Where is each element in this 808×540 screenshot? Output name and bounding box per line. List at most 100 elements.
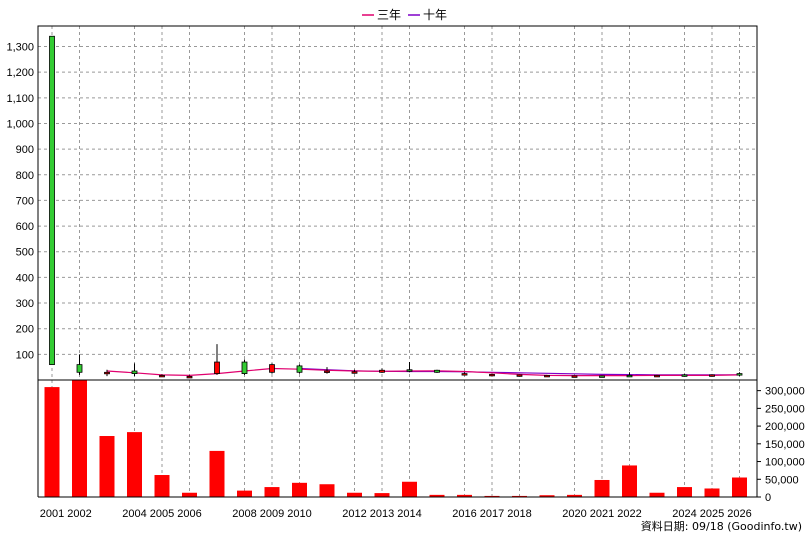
volume-bar [402,481,417,497]
candle [434,369,440,373]
volume-bar [567,494,582,497]
candle [571,375,578,378]
candle-body [571,375,578,378]
volume-axis-ticks: 0 50,000 100,000 150,000 200,000 250,000 300,0… [757,386,805,504]
price-tick-label: 1,300 [6,42,34,54]
price-axis-ticks: 100 200 300 400 500 600 700 800 900 1,000 1,100 1,2… [6,42,34,362]
candle-body [241,361,248,374]
year-tick-label: 2020 [562,508,586,520]
candle [104,369,110,377]
candle [324,367,330,374]
volume-bar [292,482,307,497]
candle-body [544,374,550,378]
candle-body [599,375,605,378]
price-tick-label: 800 [16,170,34,182]
volume-bar [649,492,665,497]
candle [599,375,605,378]
year-tick-label: 2002 [67,508,91,520]
ma3-line [106,367,740,377]
candle [461,372,468,376]
candle [626,372,633,378]
candle [544,374,550,378]
candle-body [296,365,303,373]
candle-body [461,373,468,376]
legend-label-10yr: 十年 [423,8,447,22]
volume-bar [154,475,170,497]
year-tick-label: 2016 [452,508,476,520]
candle-body [104,371,110,375]
year-tick-label: 2001 [40,508,64,520]
volume-tick-label: 200,000 [765,421,805,433]
year-tick-label: 2009 [260,508,284,520]
candle [736,372,743,377]
candle-body [489,373,495,377]
year-tick-label: 2021 [590,508,614,520]
candle-body [186,376,193,379]
price-tick-label: 600 [16,221,34,233]
volume-tick-label: 300,000 [765,386,805,398]
volume-bar [457,494,472,497]
candle [76,354,83,375]
year-tick-label: 2025 [700,508,724,520]
volume-tick-label: 50,000 [765,474,799,486]
candle-body [214,361,220,374]
price-tick-label: 1,100 [6,93,34,105]
year-tick-label: 2006 [177,508,201,520]
volume-bar [237,490,252,497]
candlesticks [49,35,743,379]
volume-tick-label: 100,000 [765,457,805,469]
volume-bar [539,495,555,497]
year-axis-ticks: 2001 2002 2004 2005 2006 2008 2009 2010 2012 2013… [40,508,752,520]
price-tick-label: 700 [16,195,34,207]
volume-tick-label: 0 [765,492,771,504]
candle-body [269,364,275,373]
year-tick-label: 2017 [480,508,504,520]
price-tick-label: 500 [16,247,34,259]
year-tick-label: 2013 [370,508,394,520]
legend-label-3yr: 三年 [377,8,401,22]
price-frame [37,25,758,381]
volume-bar [484,495,500,497]
candle [489,373,495,377]
candle [214,344,220,375]
volume-bar [99,436,115,497]
candle [269,363,275,374]
candle-body [406,369,413,372]
volume-bar [429,494,445,497]
candle-body [76,364,83,373]
volume-bar [677,487,692,497]
price-tick-label: 1,200 [6,67,34,79]
plot-frames [37,25,758,498]
year-tick-label: 2026 [727,508,751,520]
candle-body [516,374,523,377]
price-tick-label: 200 [16,324,34,336]
candle [681,373,688,377]
price-tick-label: 1,000 [6,118,34,130]
year-tick-label: 2024 [672,508,696,520]
year-tick-label: 2010 [287,508,311,520]
volume-bar [264,487,280,497]
grid-lines [38,26,757,497]
volume-bar [704,488,720,497]
volume-bar [127,432,142,497]
candle [186,375,193,379]
volume-bar [347,492,362,497]
volume-bar [512,495,527,497]
candle [351,369,358,374]
candle-body [626,374,633,378]
candle-body [681,374,688,377]
volume-bar [44,387,60,497]
candle [49,35,55,366]
candle-body [434,369,440,373]
candle-body [131,370,138,374]
volume-bars [44,380,747,497]
year-tick-label: 2008 [232,508,256,520]
legend: 三年 十年 [362,8,447,22]
volume-bar [209,450,225,497]
volume-bar [622,465,637,497]
volume-bar [72,380,87,497]
price-tick-label: 400 [16,272,34,284]
volume-bar [319,484,335,497]
moving-average-lines [106,367,740,377]
